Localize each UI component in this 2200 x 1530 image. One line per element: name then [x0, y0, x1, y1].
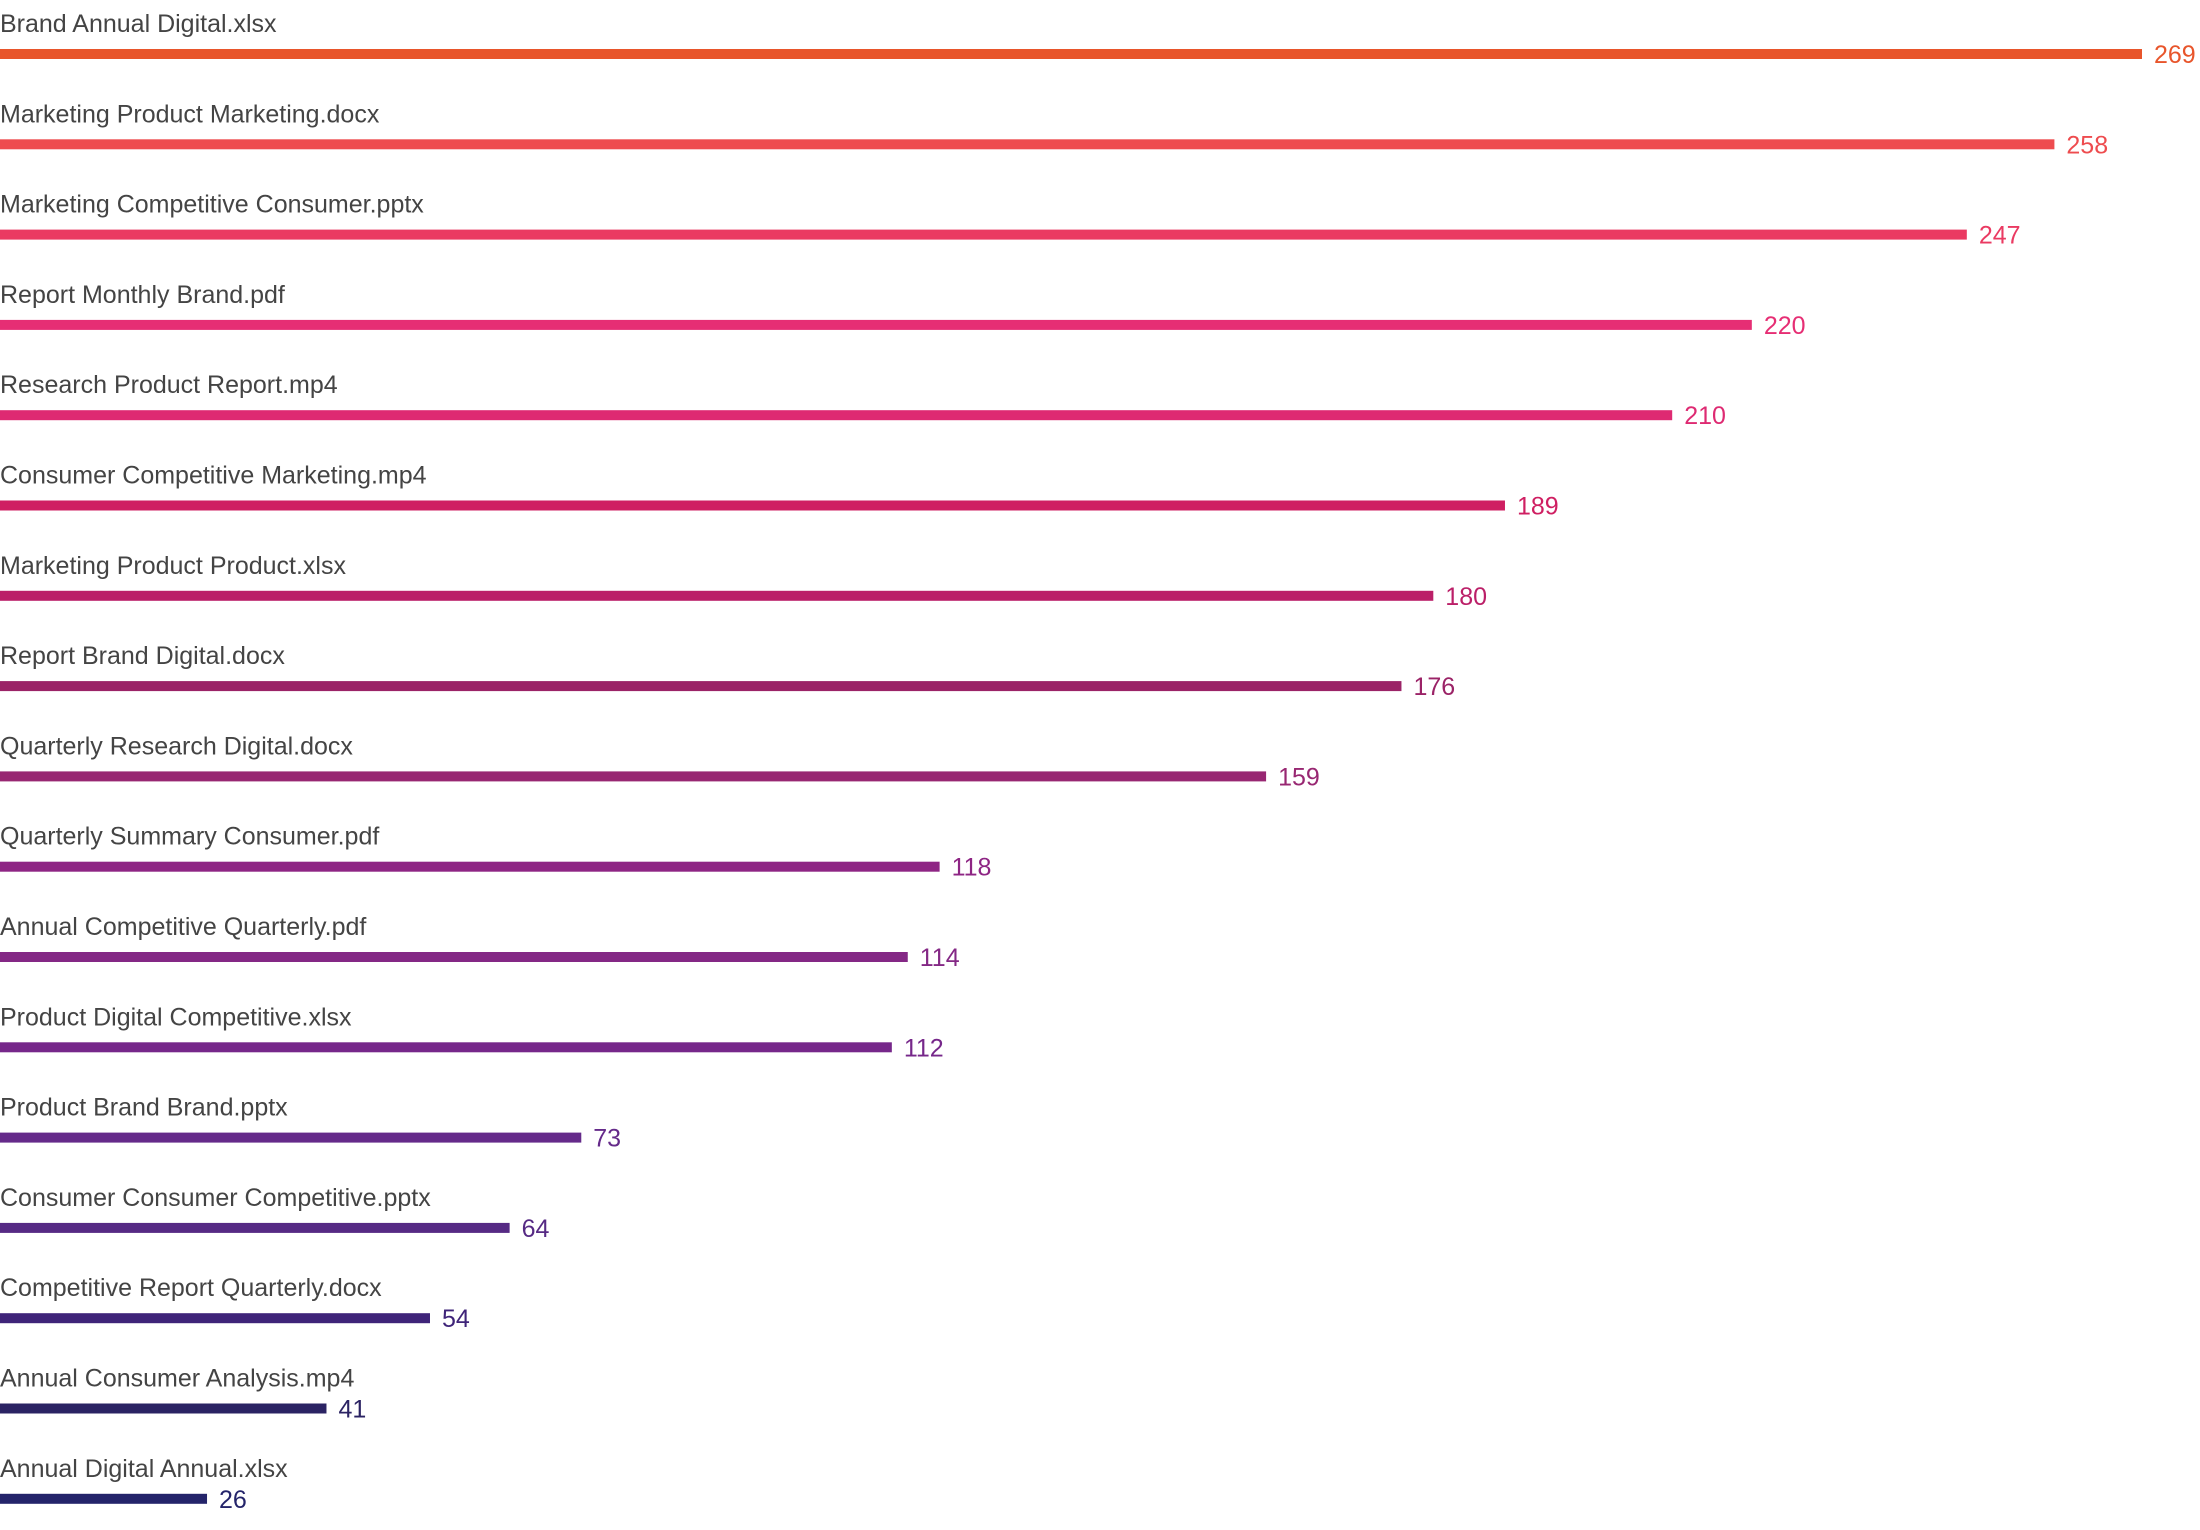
bar-row: Product Digital Competitive.xlsx 112: [0, 1003, 944, 1062]
category-label: Annual Digital Annual.xlsx: [0, 1455, 288, 1483]
value-label: 159: [1278, 763, 1320, 791]
bar: [0, 1042, 892, 1053]
bar-row: Annual Consumer Analysis.mp4 41: [0, 1365, 366, 1424]
category-label: Annual Competitive Quarterly.pdf: [0, 913, 366, 941]
bar: [0, 500, 1505, 511]
category-label: Consumer Competitive Marketing.mp4: [0, 462, 427, 490]
bar: [0, 49, 2142, 59]
category-label: Annual Consumer Analysis.mp4: [0, 1365, 354, 1393]
value-label: 180: [1445, 583, 1487, 611]
bar: [0, 1132, 582, 1143]
bar-row: Consumer Competitive Marketing.mp4 189: [0, 462, 1559, 521]
value-label: 73: [593, 1125, 621, 1153]
bar-row: Marketing Product Product.xlsx 180: [0, 552, 1487, 611]
bar: [0, 1403, 327, 1414]
category-label: Quarterly Research Digital.docx: [0, 732, 353, 760]
bar: [0, 1493, 208, 1504]
value-label: 220: [1764, 312, 1806, 340]
category-label: Marketing Product Marketing.docx: [0, 100, 380, 128]
bar-row: Brand Annual Digital.xlsx 269: [0, 10, 2196, 69]
category-label: Competitive Report Quarterly.docx: [0, 1274, 382, 1302]
bar: [0, 861, 940, 872]
bar-row: Annual Digital Annual.xlsx 26: [0, 1455, 288, 1514]
value-label: 269: [2154, 41, 2196, 69]
bar: [0, 1222, 510, 1233]
bar-row: Marketing Competitive Consumer.pptx 247: [0, 191, 2021, 250]
value-label: 114: [920, 944, 960, 972]
bar: [0, 952, 908, 962]
category-label: Research Product Report.mp4: [0, 371, 338, 399]
bar: [0, 590, 1434, 601]
bar-row: Research Product Report.mp4 210: [0, 371, 1726, 430]
bar-row: Marketing Product Marketing.docx 258: [0, 100, 2108, 159]
bar-row: Quarterly Research Digital.docx 159: [0, 732, 1320, 791]
category-label: Marketing Product Product.xlsx: [0, 552, 346, 580]
value-label: 112: [904, 1034, 944, 1062]
value-label: 118: [952, 854, 992, 882]
value-label: 189: [1517, 493, 1559, 521]
category-label: Brand Annual Digital.xlsx: [0, 10, 277, 38]
value-label: 64: [522, 1215, 550, 1243]
value-label: 176: [1413, 673, 1455, 701]
bar-row: Consumer Consumer Competitive.pptx 64: [0, 1184, 550, 1243]
category-label: Quarterly Summary Consumer.pdf: [0, 823, 379, 851]
bar-row: Competitive Report Quarterly.docx 54: [0, 1274, 470, 1333]
bar: [0, 229, 1967, 240]
bar: [0, 139, 2055, 150]
bar-row: Quarterly Summary Consumer.pdf 118: [0, 823, 991, 882]
bar: [0, 771, 1267, 782]
category-label: Product Brand Brand.pptx: [0, 1094, 288, 1122]
category-label: Product Digital Competitive.xlsx: [0, 1003, 352, 1031]
value-label: 258: [2066, 131, 2108, 159]
bar-row: Annual Competitive Quarterly.pdf 114: [0, 913, 960, 972]
category-label: Consumer Consumer Competitive.pptx: [0, 1184, 431, 1212]
bar-row: Report Brand Digital.docx 176: [0, 642, 1455, 701]
value-label: 247: [1979, 222, 2021, 250]
bar-row: Product Brand Brand.pptx 73: [0, 1094, 621, 1153]
category-label: Report Brand Digital.docx: [0, 642, 285, 670]
bar: [0, 681, 1402, 692]
category-label: Marketing Competitive Consumer.pptx: [0, 191, 424, 219]
bar: [0, 410, 1673, 421]
bar: [0, 319, 1752, 330]
value-label: 210: [1684, 402, 1726, 430]
value-label: 41: [338, 1396, 366, 1424]
value-label: 54: [442, 1305, 470, 1333]
category-label: Report Monthly Brand.pdf: [0, 281, 285, 309]
bar-row: Report Monthly Brand.pdf 220: [0, 281, 1806, 340]
bar: [0, 1313, 430, 1324]
value-label: 26: [219, 1486, 247, 1514]
